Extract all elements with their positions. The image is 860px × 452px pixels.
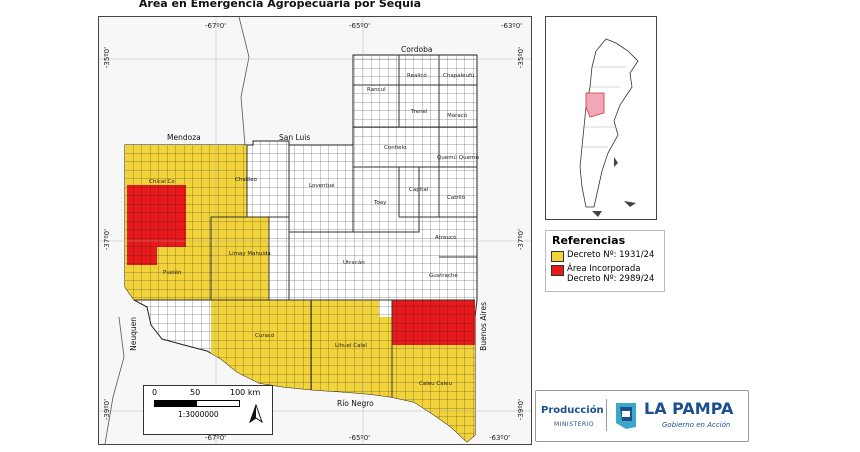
- legend-swatch-red: [551, 265, 564, 276]
- dept-label-curaco: Curacó: [255, 333, 275, 339]
- neighbor-label-san-luis: San Luis: [279, 133, 311, 142]
- cadastral-grid: [125, 55, 477, 442]
- dept-label-utracan: Utracán: [343, 260, 365, 266]
- dept-label-loventue: Loventué: [309, 183, 335, 189]
- lat-tick-right-1: -35º0': [517, 47, 525, 69]
- dept-label-guatrache: Guatraché: [429, 273, 458, 279]
- argentina-outline: [579, 38, 639, 208]
- la-pampa-map-icon: [616, 403, 636, 429]
- lat-tick-left-1: -35º0': [103, 47, 111, 69]
- dept-label-limay-mahuida: Limay Mahuida: [229, 251, 271, 257]
- scale-label-0: 0: [152, 388, 158, 397]
- legend-swatch-yellow: [551, 251, 564, 262]
- legend-item-decree-1931: Decreto Nº: 1931/24: [551, 250, 654, 262]
- map-legend: Referencias Decreto Nº: 1931/24 Área Inc…: [545, 230, 665, 292]
- dept-label-chalileo: Chalileo: [235, 177, 258, 183]
- neighbor-label-buenos-aires: Buenos Aires: [479, 302, 488, 351]
- dept-label-atreuco: Atreucó: [435, 235, 457, 241]
- dept-label-capital: Capital: [409, 187, 429, 193]
- la-pampa-logo: Producción MINISTERIO LA PAMPA Gobierno …: [535, 390, 749, 442]
- logo-produccion: Producción: [541, 405, 604, 416]
- argentina-inset-svg: [579, 38, 639, 217]
- neighbor-label-neuquen: Neuquen: [129, 317, 138, 351]
- dept-label-catrilo: Catriló: [447, 195, 466, 201]
- inset-province-lines: [582, 66, 626, 148]
- logo-divider: [606, 399, 607, 431]
- lon-tick-top-3: -63º0': [501, 22, 523, 30]
- north-arrow-icon: [249, 404, 263, 424]
- malvinas-islands: [614, 157, 618, 167]
- neighbor-label-mendoza: Mendoza: [167, 133, 201, 142]
- lat-tick-right-3: -39º0': [517, 399, 525, 421]
- main-map: Mendoza San Luis Cordoba Neuquen Río Neg…: [98, 16, 532, 445]
- dept-label-maraco: Maracó: [447, 113, 468, 119]
- tierra-del-fuego: [592, 211, 602, 217]
- scale-ratio: 1:3000000: [178, 410, 219, 419]
- lon-tick-bottom-2: -65º0': [349, 434, 371, 442]
- legend-label-decree-2989: Área Incorporada Decreto Nº: 2989/24: [567, 264, 655, 284]
- lon-tick-bottom-3: -63º0': [489, 434, 511, 442]
- scale-bar-black: [154, 400, 198, 407]
- logo-tagline: Gobierno en Acción: [662, 421, 731, 429]
- dept-label-trenel: Trenel: [411, 109, 428, 115]
- logo-ministerio: MINISTERIO: [554, 421, 595, 428]
- la-pampa-highlight: [585, 92, 605, 118]
- logo-brand: LA PAMPA: [644, 399, 734, 418]
- legend-item-decree-2989: Área Incorporada Decreto Nº: 2989/24: [551, 264, 654, 284]
- lat-tick-left-2: -37º0': [103, 229, 111, 251]
- lon-tick-top-2: -65º0': [349, 22, 371, 30]
- dept-label-conhelo: Conhelo: [384, 145, 407, 151]
- lon-tick-bottom-1: -67º0': [205, 434, 227, 442]
- map-title: Área en Emergencia Agropecuaria por Sequ…: [138, 0, 422, 10]
- legend-title: Referencias: [552, 234, 626, 247]
- dept-label-chical-co: Chical Co: [149, 179, 175, 185]
- dept-label-realico: Realicó: [407, 73, 427, 79]
- inset-map: [545, 16, 657, 220]
- province-map-svg: [99, 17, 531, 444]
- dept-label-chapaleufu: Chapaleufú: [443, 73, 475, 79]
- dept-label-lihuel-calel: Lihuel Calel: [335, 343, 367, 349]
- legend-label-decree-1931: Decreto Nº: 1931/24: [567, 250, 655, 260]
- neighbor-boundaries: [104, 17, 250, 444]
- scale-label-50: 50: [190, 388, 201, 397]
- dept-label-quemu-quemu: Quemú Quemú: [437, 155, 479, 161]
- dept-label-toay: Toay: [374, 200, 387, 206]
- south-islands: [624, 201, 636, 207]
- lat-tick-left-3: -39º0': [103, 399, 111, 421]
- lon-tick-top-1: -67º0': [205, 22, 227, 30]
- scale-bar-white: [196, 400, 240, 407]
- dept-label-caleu-caleu: Caleu Caleu: [419, 381, 452, 387]
- neighbor-label-cordoba: Cordoba: [401, 45, 433, 54]
- dept-label-rancul: Rancul: [367, 87, 386, 93]
- scale-label-100: 100 km: [230, 388, 261, 397]
- dept-label-puelen: Puelén: [163, 270, 182, 276]
- scale-bar-box: 0 50 100 km 1:3000000: [143, 385, 273, 435]
- lat-tick-right-2: -37º0': [517, 229, 525, 251]
- neighbor-label-rio-negro: Río Negro: [337, 399, 374, 408]
